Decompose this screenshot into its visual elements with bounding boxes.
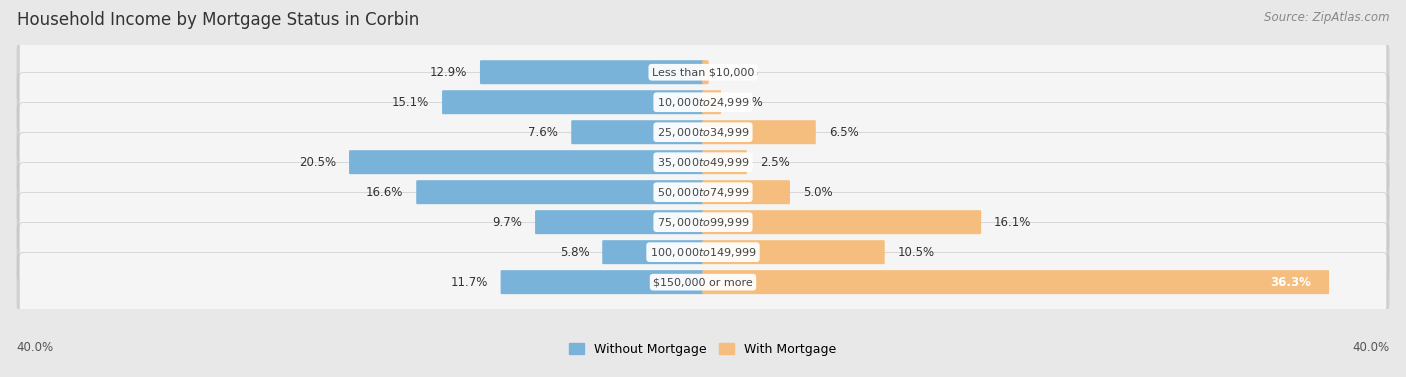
Text: 9.7%: 9.7% — [492, 216, 522, 229]
Text: $35,000 to $49,999: $35,000 to $49,999 — [657, 156, 749, 169]
FancyBboxPatch shape — [536, 210, 704, 234]
Text: $50,000 to $74,999: $50,000 to $74,999 — [657, 186, 749, 199]
FancyBboxPatch shape — [20, 132, 1386, 192]
Text: $150,000 or more: $150,000 or more — [654, 277, 752, 287]
FancyBboxPatch shape — [602, 240, 704, 264]
FancyBboxPatch shape — [17, 73, 1389, 131]
Text: 20.5%: 20.5% — [299, 156, 336, 169]
Text: 0.28%: 0.28% — [721, 66, 759, 79]
FancyBboxPatch shape — [441, 90, 704, 114]
FancyBboxPatch shape — [17, 253, 1389, 311]
Text: 6.5%: 6.5% — [828, 126, 859, 139]
FancyBboxPatch shape — [702, 150, 747, 174]
FancyBboxPatch shape — [20, 103, 1386, 162]
Text: 40.0%: 40.0% — [17, 342, 53, 354]
Text: 40.0%: 40.0% — [1353, 342, 1389, 354]
Text: 7.6%: 7.6% — [529, 126, 558, 139]
FancyBboxPatch shape — [20, 222, 1386, 282]
FancyBboxPatch shape — [20, 162, 1386, 222]
FancyBboxPatch shape — [20, 253, 1386, 312]
FancyBboxPatch shape — [17, 43, 1389, 101]
Text: 2.5%: 2.5% — [759, 156, 790, 169]
Text: 15.1%: 15.1% — [392, 96, 429, 109]
Text: Household Income by Mortgage Status in Corbin: Household Income by Mortgage Status in C… — [17, 11, 419, 29]
FancyBboxPatch shape — [702, 120, 815, 144]
Text: 1.0%: 1.0% — [734, 96, 763, 109]
FancyBboxPatch shape — [17, 163, 1389, 221]
FancyBboxPatch shape — [702, 60, 709, 84]
FancyBboxPatch shape — [17, 133, 1389, 191]
Text: $75,000 to $99,999: $75,000 to $99,999 — [657, 216, 749, 229]
FancyBboxPatch shape — [702, 270, 1329, 294]
FancyBboxPatch shape — [17, 193, 1389, 251]
Text: 10.5%: 10.5% — [897, 246, 935, 259]
Legend: Without Mortgage, With Mortgage: Without Mortgage, With Mortgage — [564, 338, 842, 361]
Text: 16.6%: 16.6% — [366, 186, 404, 199]
FancyBboxPatch shape — [479, 60, 704, 84]
Text: 12.9%: 12.9% — [430, 66, 467, 79]
FancyBboxPatch shape — [501, 270, 704, 294]
FancyBboxPatch shape — [20, 43, 1386, 102]
FancyBboxPatch shape — [20, 72, 1386, 132]
Text: 16.1%: 16.1% — [994, 216, 1032, 229]
FancyBboxPatch shape — [17, 103, 1389, 161]
Text: 5.8%: 5.8% — [560, 246, 589, 259]
Text: $10,000 to $24,999: $10,000 to $24,999 — [657, 96, 749, 109]
FancyBboxPatch shape — [571, 120, 704, 144]
FancyBboxPatch shape — [349, 150, 704, 174]
FancyBboxPatch shape — [702, 180, 790, 204]
FancyBboxPatch shape — [416, 180, 704, 204]
FancyBboxPatch shape — [702, 210, 981, 234]
FancyBboxPatch shape — [702, 90, 721, 114]
FancyBboxPatch shape — [17, 223, 1389, 281]
FancyBboxPatch shape — [20, 193, 1386, 252]
Text: Source: ZipAtlas.com: Source: ZipAtlas.com — [1264, 11, 1389, 24]
Text: 5.0%: 5.0% — [803, 186, 832, 199]
Text: $25,000 to $34,999: $25,000 to $34,999 — [657, 126, 749, 139]
Text: 36.3%: 36.3% — [1270, 276, 1310, 289]
FancyBboxPatch shape — [702, 240, 884, 264]
Text: $100,000 to $149,999: $100,000 to $149,999 — [650, 246, 756, 259]
Text: 11.7%: 11.7% — [450, 276, 488, 289]
Text: Less than $10,000: Less than $10,000 — [652, 67, 754, 77]
